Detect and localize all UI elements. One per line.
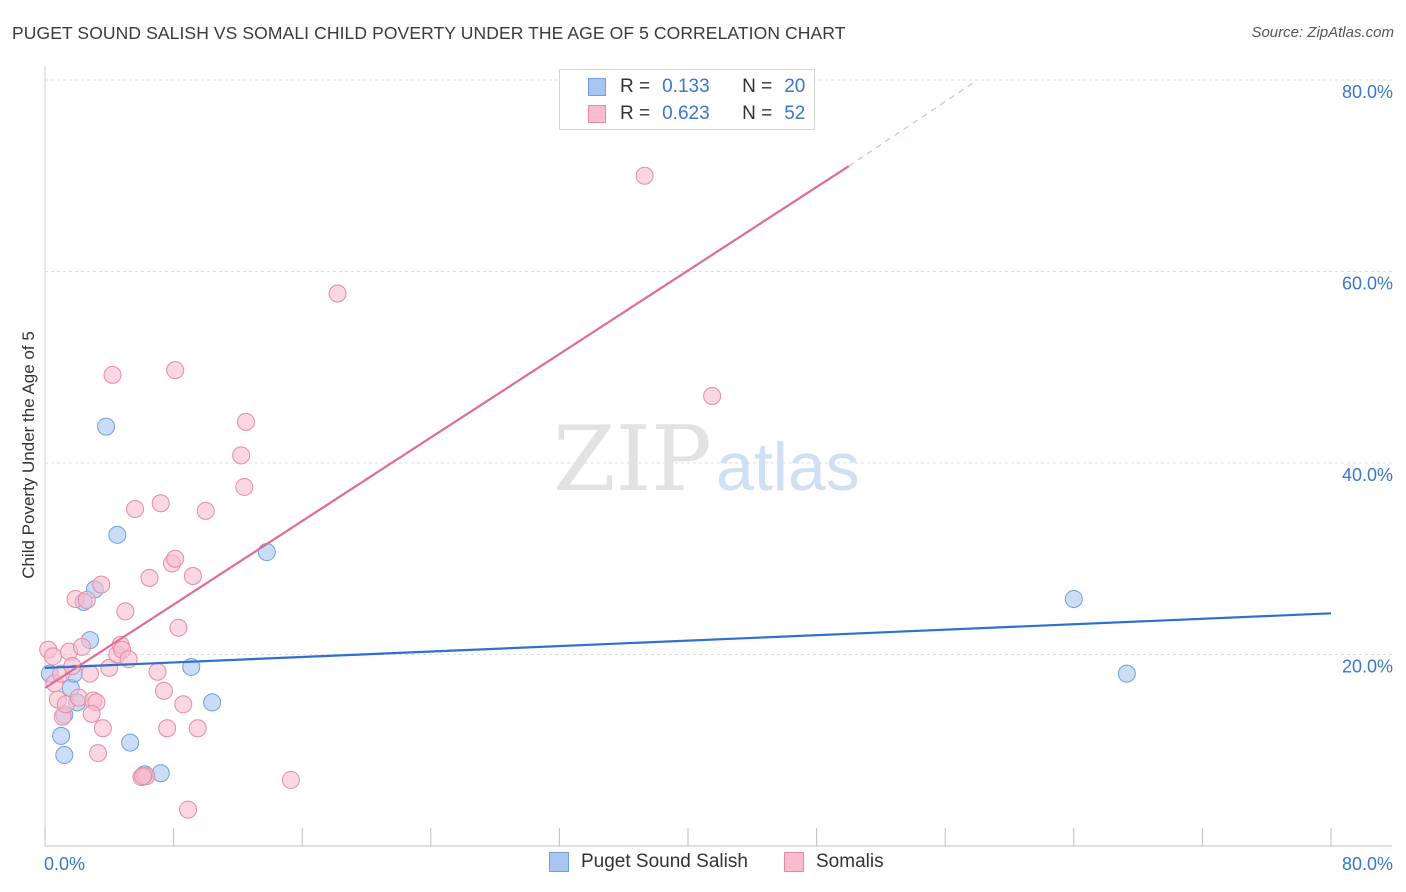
y-tick-label: 60.0% bbox=[1342, 274, 1393, 294]
point-somalis bbox=[151, 494, 170, 513]
watermark: ZIP atlas bbox=[553, 407, 860, 512]
legend-n-label: N = bbox=[742, 103, 773, 124]
point-somalis bbox=[635, 166, 654, 185]
point-puget-sound-salish bbox=[203, 693, 222, 712]
point-somalis bbox=[232, 446, 251, 465]
series-legend: Puget Sound Salish Somalis bbox=[0, 851, 1406, 877]
point-somalis bbox=[196, 501, 215, 520]
point-somalis bbox=[100, 658, 119, 677]
trend-line-somalis bbox=[44, 165, 850, 689]
legend-row-puget-sound-salish: R = 0.133 N = 20 bbox=[588, 75, 805, 99]
legend: R = 0.133 N = 20 R = 0.623 N = 52 bbox=[559, 69, 815, 130]
watermark-atlas: atlas bbox=[716, 429, 860, 505]
point-somalis bbox=[77, 590, 96, 609]
point-puget-sound-salish bbox=[55, 746, 74, 765]
point-puget-sound-salish bbox=[1117, 664, 1136, 683]
point-somalis bbox=[188, 719, 207, 738]
legend-r-value: 0.133 bbox=[662, 76, 710, 97]
point-puget-sound-salish bbox=[52, 726, 71, 745]
point-somalis bbox=[154, 681, 173, 700]
point-somalis bbox=[72, 637, 91, 656]
chart-title: PUGET SOUND SALISH VS SOMALI CHILD POVER… bbox=[12, 23, 846, 43]
y-tick-label: 20.0% bbox=[1342, 657, 1393, 677]
series-swatch-pink bbox=[784, 852, 804, 872]
point-somalis bbox=[44, 647, 63, 666]
x-tick-label: 80.0% bbox=[1342, 854, 1393, 874]
trend-line-puget-sound-salish bbox=[44, 612, 1332, 670]
series-name: Somalis bbox=[816, 851, 884, 872]
grid-lines bbox=[45, 79, 1392, 655]
point-somalis bbox=[174, 695, 193, 714]
trend-line-somalis-extension bbox=[848, 79, 978, 167]
point-somalis bbox=[169, 618, 188, 637]
axes bbox=[44, 66, 1392, 847]
series-legend-somalis: Somalis bbox=[784, 851, 884, 873]
point-puget-sound-salish bbox=[121, 733, 140, 752]
legend-r-label: R = bbox=[620, 76, 651, 97]
point-puget-sound-salish bbox=[257, 543, 276, 562]
series-name: Puget Sound Salish bbox=[581, 851, 748, 872]
point-somalis bbox=[166, 361, 185, 380]
series-swatch-blue bbox=[549, 852, 569, 872]
point-puget-sound-salish bbox=[108, 525, 127, 544]
point-somalis bbox=[148, 662, 167, 681]
trend-lines bbox=[44, 79, 1332, 689]
legend-swatch-blue bbox=[588, 78, 606, 96]
source-label: Source: ZipAtlas.com bbox=[1251, 24, 1394, 41]
point-puget-sound-salish bbox=[1064, 589, 1083, 608]
point-somalis bbox=[82, 704, 101, 723]
y-axis-label: Child Poverty Under the Age of 5 bbox=[19, 331, 38, 579]
point-somalis bbox=[134, 767, 153, 786]
point-somalis bbox=[81, 664, 100, 683]
point-somalis bbox=[166, 549, 185, 568]
point-somalis bbox=[235, 477, 254, 496]
series-legend-puget-sound-salish: Puget Sound Salish bbox=[549, 851, 748, 873]
point-somalis bbox=[92, 575, 111, 594]
x-tick-labels: 0.0% 80.0% bbox=[44, 854, 1393, 874]
legend-n-value: 20 bbox=[784, 76, 806, 97]
legend-r-label: R = bbox=[620, 103, 651, 124]
legend-swatch-pink bbox=[588, 105, 606, 123]
legend-row-somalis: R = 0.623 N = 52 bbox=[588, 102, 805, 126]
point-somalis bbox=[281, 770, 300, 789]
point-somalis bbox=[328, 284, 347, 303]
y-tick-labels: 20.0% 40.0% 60.0% 80.0% bbox=[1342, 82, 1393, 677]
point-somalis bbox=[103, 365, 122, 384]
point-somalis bbox=[183, 566, 202, 585]
point-somalis bbox=[703, 386, 722, 405]
x-tick-label: 0.0% bbox=[44, 854, 85, 874]
point-somalis bbox=[140, 568, 159, 587]
legend-r-value: 0.623 bbox=[662, 103, 710, 124]
point-somalis bbox=[179, 800, 198, 819]
point-somalis bbox=[236, 412, 255, 431]
y-tick-label: 80.0% bbox=[1342, 82, 1393, 102]
y-tick-label: 40.0% bbox=[1342, 465, 1393, 485]
point-somalis bbox=[93, 719, 112, 738]
point-somalis bbox=[89, 744, 108, 763]
point-somalis bbox=[158, 719, 177, 738]
data-points bbox=[39, 166, 1136, 819]
point-puget-sound-salish bbox=[97, 417, 116, 436]
watermark-zip: ZIP bbox=[553, 407, 712, 512]
point-somalis bbox=[126, 499, 145, 518]
point-somalis bbox=[116, 602, 135, 621]
legend-n-value: 52 bbox=[784, 103, 806, 124]
legend-n-label: N = bbox=[742, 76, 773, 97]
